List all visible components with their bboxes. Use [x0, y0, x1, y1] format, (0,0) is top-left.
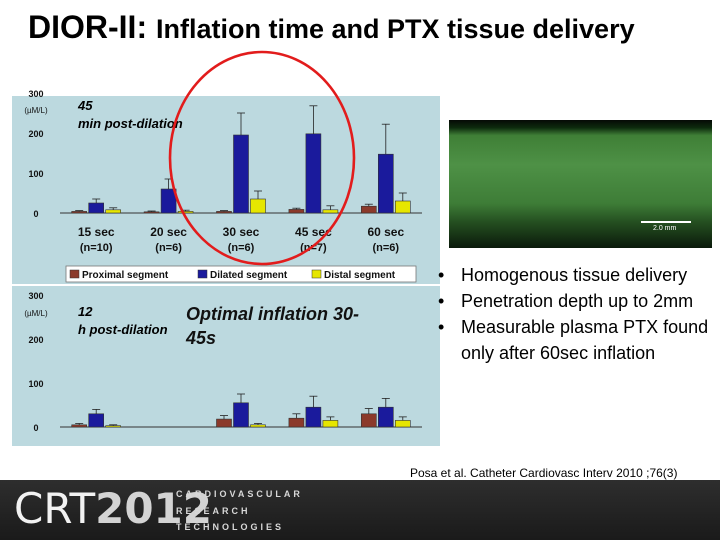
micrograph-image: 2.0 mm	[449, 120, 712, 248]
x-tick-label: 20 sec	[150, 225, 187, 239]
title-main: DIOR-II:	[28, 9, 148, 45]
bar	[143, 211, 160, 214]
highlight-circle	[168, 50, 356, 266]
legend-label: Dilated segment	[210, 270, 288, 281]
y-tick-label: 0	[33, 209, 38, 219]
bar	[288, 209, 305, 214]
bar	[250, 198, 266, 214]
y-tick-label: 100	[28, 379, 43, 389]
chart-title: 45	[77, 98, 93, 113]
logo-line: TECHNOLOGIES	[176, 522, 285, 532]
x-tick-label: 45 sec	[295, 225, 332, 239]
chart-title: h post-dilation	[78, 322, 168, 337]
bar	[360, 205, 377, 214]
chart-title: 12	[78, 304, 93, 319]
y-tick-label: 0	[33, 423, 38, 433]
y-tick-label: 300	[28, 291, 43, 301]
bullet-list: Homogenous tissue delivery Penetration d…	[436, 262, 718, 366]
x-tick-label: (n=6)	[228, 242, 255, 254]
chart-title: min post-dilation	[78, 116, 183, 131]
y-tick-label: 200	[28, 129, 43, 139]
bar	[233, 402, 249, 428]
logo-year: 2012	[95, 484, 213, 533]
bar	[360, 413, 377, 428]
bar	[288, 417, 305, 428]
bar	[177, 211, 194, 214]
bar	[216, 418, 232, 428]
bullet-item: Penetration depth up to 2mm	[436, 288, 718, 314]
x-tick-label: 60 sec	[367, 225, 404, 239]
chart-background	[12, 96, 440, 284]
legend-swatch	[197, 269, 208, 279]
x-tick-label: 30 sec	[223, 225, 260, 239]
x-tick-label: (n=10)	[80, 242, 113, 254]
x-tick-label: (n=6)	[155, 242, 182, 254]
crt-logo: CRT2012	[14, 483, 212, 535]
x-tick-label: 15 sec	[78, 225, 115, 239]
logo-line: CARDIOVASCULAR	[176, 489, 303, 499]
y-axis-unit: (µM/L)	[24, 309, 48, 318]
footer-band	[0, 480, 720, 540]
bar	[322, 420, 339, 428]
legend-label: Distal segment	[324, 270, 396, 281]
bar	[377, 406, 394, 428]
bar	[233, 134, 249, 214]
legend-label: Proximal segment	[82, 270, 169, 281]
y-axis-unit: (µM/L)	[24, 106, 48, 115]
x-tick-label: (n=6)	[373, 242, 400, 254]
bar	[305, 406, 322, 428]
bar	[322, 209, 339, 214]
bar	[88, 202, 104, 214]
bar	[71, 211, 87, 214]
y-tick-label: 200	[28, 335, 43, 345]
legend-box	[65, 265, 417, 283]
legend-swatch	[311, 269, 322, 279]
bar	[105, 209, 121, 214]
logo-line: RESEARCH	[176, 505, 251, 516]
y-tick-label: 100	[28, 169, 43, 179]
bar	[71, 424, 87, 428]
bullet-item: Measurable plasma PTX found only after 6…	[436, 314, 718, 366]
scale-label: 2.0 mm	[653, 225, 677, 232]
bullet-item: Homogenous tissue delivery	[436, 262, 718, 288]
slide-title: DIOR-II: Inflation time and PTX tissue d…	[28, 8, 708, 48]
bar	[250, 424, 266, 428]
chart-annotation: 45s	[185, 328, 216, 348]
bar	[216, 211, 232, 214]
legend-swatch	[69, 269, 80, 279]
bar	[377, 153, 394, 214]
bar	[394, 420, 411, 428]
bar	[105, 425, 121, 428]
citation: Posa et al. Catheter Cardiovasc Interv 2…	[410, 466, 678, 480]
logo-subtitle: CARDIOVASCULAR RESEARCH TECHNOLOGIES	[176, 486, 303, 536]
logo-main: CRT	[14, 484, 96, 533]
y-tick-label: 300	[28, 89, 43, 99]
scale-bar	[641, 221, 691, 223]
charts-svg: 0 100 200 300 (µM/L) 45 min post-dilation 15 se…	[12, 50, 440, 446]
title-rest: Inflation time and PTX tissue delivery	[155, 14, 635, 44]
bar	[394, 200, 411, 214]
bar	[305, 133, 322, 214]
chart-annotation: Optimal inflation 30-	[186, 304, 359, 324]
bar	[88, 413, 104, 428]
